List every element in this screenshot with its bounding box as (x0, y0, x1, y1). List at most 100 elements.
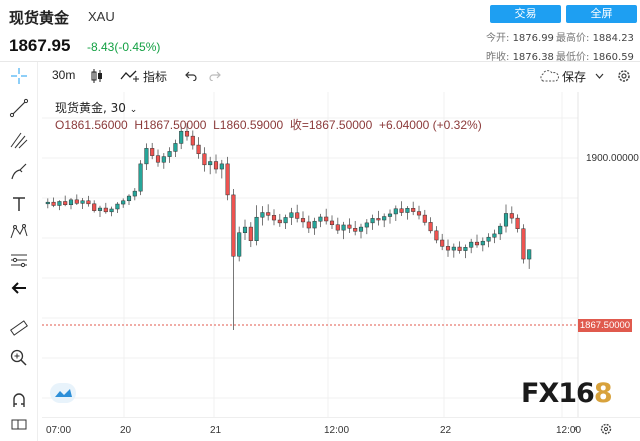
last-price: 1867.95 (9, 36, 71, 55)
candle-body (509, 213, 514, 219)
candle-body (341, 224, 346, 231)
trade-button[interactable]: 交易 (490, 5, 561, 23)
candle-body (242, 226, 248, 233)
trend-line-icon[interactable] (9, 98, 29, 118)
candle-body (167, 151, 172, 157)
candle-body (63, 201, 68, 206)
open-stat: 今开: 1876.99 (486, 29, 554, 44)
candle-body (190, 135, 195, 146)
candle-body (97, 207, 103, 211)
last-price-label: 1867.50000 (578, 319, 632, 332)
candle-body (260, 212, 265, 218)
candle-body (393, 208, 398, 215)
low-label: 最低价: (556, 52, 590, 63)
brush-icon[interactable] (9, 162, 29, 182)
candle-body (202, 153, 207, 166)
tv-logo-icon[interactable] (50, 383, 76, 403)
fib-tool-icon[interactable] (9, 130, 29, 150)
fx168-watermark: FX168 (521, 378, 613, 409)
fullscreen-button[interactable]: 全屏 (566, 5, 637, 23)
candle-body (213, 161, 219, 170)
candle-body (300, 218, 306, 223)
candle-body (492, 233, 497, 238)
candle-body (347, 224, 352, 229)
watermark-accent: 8 (593, 378, 613, 409)
chevron-left-icon[interactable]: ‹ (574, 423, 578, 434)
drawing-toolbar (0, 62, 38, 441)
open-label: 今开: (486, 33, 510, 44)
measure-tool-icon[interactable] (9, 250, 29, 270)
settings-icon[interactable] (599, 422, 613, 436)
indicator-button[interactable]: 指标 (143, 70, 168, 84)
candle-type-icon[interactable] (90, 68, 104, 84)
x-tick-label: 12:00 (556, 425, 582, 436)
prev-close-stat: 昨收: 1876.38 (486, 48, 554, 63)
text-tool-icon[interactable] (9, 194, 29, 214)
interval-button[interactable]: 30m (52, 68, 76, 82)
candle-body (45, 201, 50, 205)
candle-body (225, 163, 230, 196)
prev-close-label: 昨收: (486, 52, 510, 63)
candles-group (45, 122, 532, 331)
chart-toolbar: 30m 指标 保存 (44, 64, 640, 88)
candle-body (445, 246, 451, 251)
candle-body (434, 230, 439, 241)
ruler-icon[interactable] (9, 318, 29, 338)
indicator-icon[interactable] (120, 69, 140, 83)
candle-body (150, 148, 155, 156)
high-value: 1884.23 (592, 33, 634, 44)
candle-body (486, 236, 491, 242)
prev-close-value: 1876.38 (512, 52, 554, 63)
candlestick-chart[interactable] (42, 92, 640, 417)
candle-body (271, 215, 277, 221)
magnet-icon[interactable] (9, 390, 29, 410)
x-tick-label: 20 (120, 425, 132, 436)
crosshair-icon[interactable] (9, 66, 29, 86)
candle-body (318, 216, 323, 222)
gear-icon[interactable] (616, 68, 632, 84)
candle-body (57, 201, 62, 206)
time-axis: 07:00 20 21 12:00 22 12:00 ‹ (42, 417, 640, 441)
eraser-icon[interactable] (9, 414, 29, 434)
save-button[interactable]: 保存 (562, 70, 587, 84)
candle-body (480, 240, 485, 246)
low-value: 1860.59 (592, 52, 634, 63)
candle-body (132, 190, 137, 197)
candle-body (329, 220, 335, 225)
redo-icon[interactable] (209, 70, 221, 81)
legend-chevron-icon[interactable]: ⌄ (129, 105, 138, 115)
candle-body (463, 247, 468, 251)
low-stat: 最低价: 1860.59 (556, 48, 634, 63)
candle-body (382, 216, 387, 221)
candle-body (219, 163, 224, 170)
candle-body (155, 155, 161, 163)
candle-body (144, 148, 149, 165)
candle-body (138, 163, 143, 192)
instrument-symbol: XAU (88, 9, 115, 24)
candle-body (387, 213, 393, 217)
undo-icon[interactable] (185, 70, 197, 81)
candle-body (80, 200, 85, 204)
legend-name: 现货黄金, 30 (55, 101, 126, 115)
candle-body (92, 203, 97, 211)
candle-body (416, 211, 422, 216)
candle-body (109, 208, 114, 213)
candle-body (358, 226, 364, 232)
candle-body (121, 200, 126, 205)
back-arrow-icon[interactable] (9, 278, 29, 298)
candle-body (237, 232, 242, 257)
candle-body (74, 199, 79, 204)
candle-body (376, 218, 381, 221)
candle-body (86, 200, 91, 205)
candle-body (266, 212, 271, 216)
chevron-down-icon[interactable] (595, 73, 604, 79)
x-tick-label: 07:00 (46, 425, 72, 436)
chart-grid (42, 92, 578, 417)
pattern-tool-icon[interactable] (9, 222, 29, 242)
cloud-icon[interactable] (538, 69, 560, 83)
candle-body (126, 195, 132, 202)
zoom-icon[interactable] (9, 348, 29, 368)
candle-body (179, 130, 184, 144)
price-change: -8.43(-0.45%) (87, 40, 161, 54)
candle-body (196, 144, 201, 155)
